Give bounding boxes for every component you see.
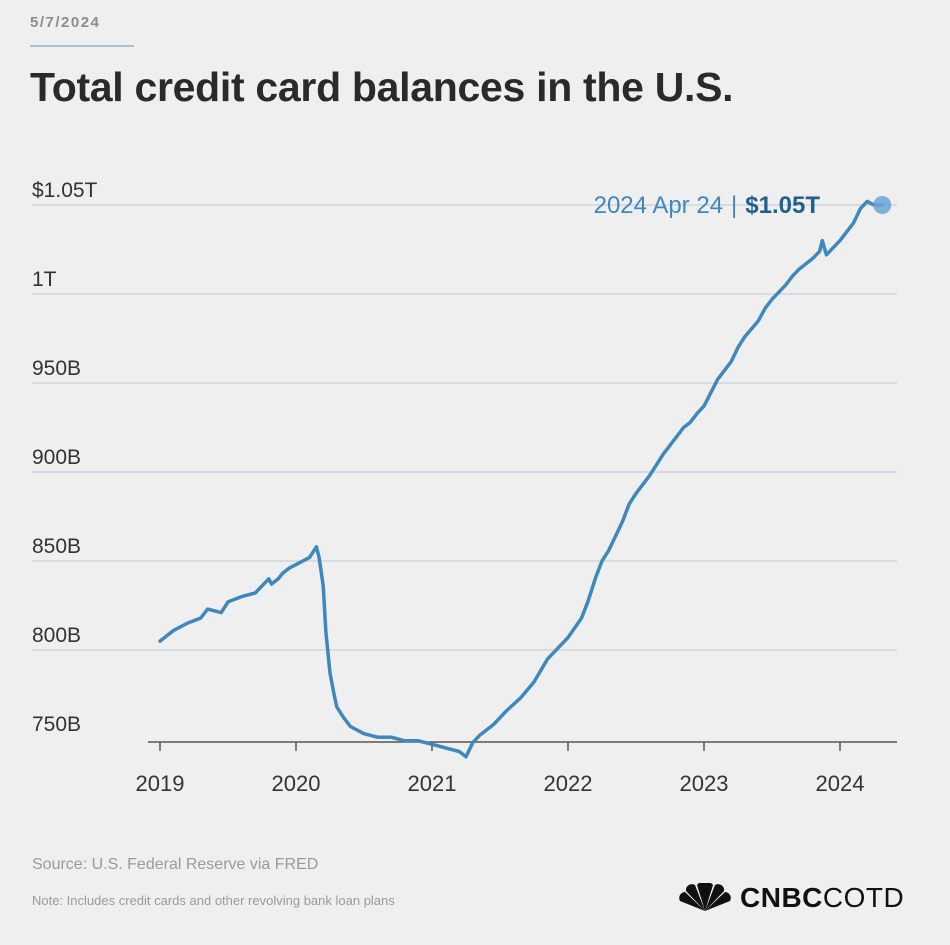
- y-tick-label: 1T: [32, 268, 57, 291]
- peacock-icon: [679, 883, 731, 911]
- y-tick-label: 950B: [32, 357, 81, 380]
- annotation-separator: |: [731, 192, 737, 219]
- y-tick-label: 800B: [32, 624, 81, 647]
- series-layer: [158, 199, 884, 759]
- y-tick-label: 850B: [32, 535, 81, 558]
- annotation-layer: 2024 Apr 24 | $1.05T: [594, 192, 892, 219]
- grid-lines: [32, 204, 897, 651]
- chart-title: Total credit card balances in the U.S.: [30, 64, 734, 110]
- source-note: Source: U.S. Federal Reserve via FRED: [32, 856, 319, 873]
- x-tick-label: 2022: [544, 771, 593, 796]
- publish-date: 5/7/2024: [30, 14, 101, 31]
- annotation-date: 2024 Apr 24: [594, 192, 723, 219]
- x-tick-label: 2024: [816, 771, 865, 796]
- y-tick-label: 900B: [32, 446, 81, 469]
- latest-point-marker: [873, 196, 892, 214]
- line-chart: $1.05T 1T 950B 900B 850B 800B 750B 2019 2020 202…: [32, 179, 897, 796]
- y-tick-label: $1.05T: [32, 179, 98, 202]
- date-underline: [30, 45, 134, 47]
- x-tick-label: 2020: [272, 771, 321, 796]
- footnote: Note: Includes credit cards and other re…: [32, 893, 395, 908]
- x-tick-label: 2023: [680, 771, 729, 796]
- x-tick-label: 2019: [136, 771, 185, 796]
- latest-value-annotation: 2024 Apr 24 | $1.05T: [594, 192, 821, 219]
- logo-wordmark: CNBCCOTD: [740, 882, 905, 913]
- annotation-value: $1.05T: [745, 192, 820, 219]
- x-tick-label: 2021: [408, 771, 457, 796]
- y-axis-tick-labels: $1.05T 1T 950B 900B 850B 800B 750B: [32, 179, 98, 736]
- series-line: [158, 199, 884, 759]
- y-tick-label: 750B: [32, 713, 81, 736]
- x-axis: 2019 2020 2021 2022 2023 2024: [136, 741, 897, 796]
- cnbc-cotd-logo: CNBCCOTD: [676, 882, 904, 914]
